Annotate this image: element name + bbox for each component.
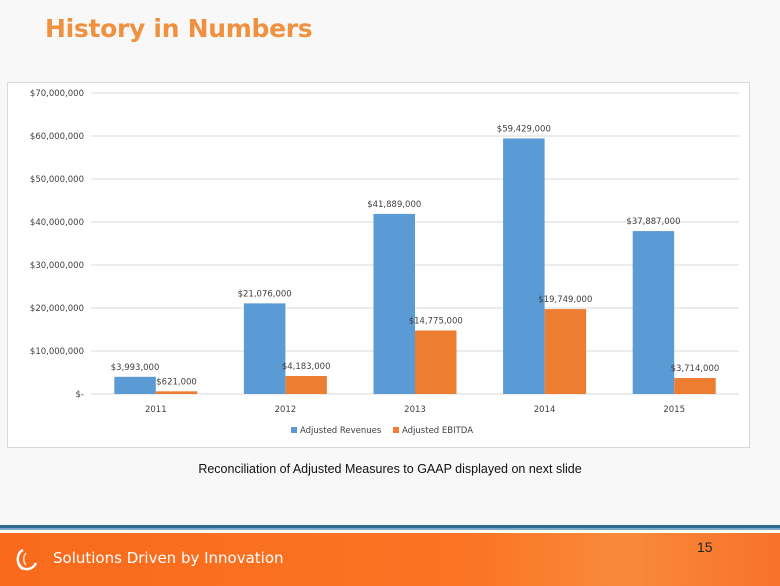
data-label: $3,714,000 <box>671 364 720 374</box>
data-label: $21,076,000 <box>238 289 292 299</box>
bar-adjusted-revenues <box>503 138 545 394</box>
data-label: $14,775,000 <box>409 316 463 326</box>
divider <box>0 530 780 533</box>
y-tick-label: $50,000,000 <box>30 175 84 185</box>
y-tick-label: $70,000,000 <box>30 89 84 99</box>
x-tick-label: 2012 <box>275 405 297 415</box>
legend-label: Adjusted Revenues <box>300 426 382 436</box>
y-tick-label: $10,000,000 <box>30 347 84 357</box>
data-label: $37,887,000 <box>626 217 680 227</box>
data-label: $4,183,000 <box>282 362 331 372</box>
y-tick-label: $20,000,000 <box>30 304 84 314</box>
slide-title: History in Numbers <box>45 14 313 43</box>
data-label: $3,993,000 <box>111 363 160 373</box>
y-tick-label: $- <box>76 390 84 400</box>
legend-swatch <box>393 427 399 433</box>
x-tick-label: 2015 <box>663 405 685 415</box>
bar-chart: $- $10,000,000 $20,000,000 $30,000,000 $40,0… <box>30 89 739 436</box>
bar-adjusted-revenues <box>373 213 415 394</box>
bar-adjusted-ebitda <box>544 309 587 394</box>
bar-adjusted-ebitda <box>285 376 327 394</box>
chart-container: $- $10,000,000 $20,000,000 $30,000,000 $40,0… <box>7 82 750 448</box>
legend-swatch <box>291 427 297 433</box>
company-logo-icon <box>16 548 38 571</box>
divider <box>0 525 780 528</box>
footer: Solutions Driven by Innovation 15 <box>0 533 780 586</box>
data-label: $41,889,000 <box>367 200 421 210</box>
x-tick-label: 2014 <box>534 405 556 415</box>
y-tick-label: $30,000,000 <box>30 261 84 271</box>
x-tick-label: 2011 <box>145 405 167 415</box>
y-tick-label: $60,000,000 <box>30 132 84 142</box>
bar-adjusted-revenues <box>632 231 675 394</box>
legend-label: Adjusted EBITDA <box>402 426 473 436</box>
bar-adjusted-ebitda <box>155 391 198 394</box>
bar-adjusted-revenues <box>114 376 156 394</box>
bar-adjusted-ebitda <box>674 378 716 394</box>
divider <box>0 528 780 530</box>
x-tick-label: 2013 <box>404 405 426 415</box>
data-label: $59,429,000 <box>497 124 551 134</box>
footer-tagline: Solutions Driven by Innovation <box>53 549 284 567</box>
y-tick-label: $40,000,000 <box>30 218 84 228</box>
data-label: $19,749,000 <box>538 295 592 305</box>
data-label: $621,000 <box>156 377 197 387</box>
reconciliation-note: Reconciliation of Adjusted Measures to G… <box>198 462 582 476</box>
page-number: 15 <box>697 539 713 555</box>
bar-adjusted-ebitda <box>415 330 457 394</box>
bar-adjusted-revenues <box>243 303 286 394</box>
